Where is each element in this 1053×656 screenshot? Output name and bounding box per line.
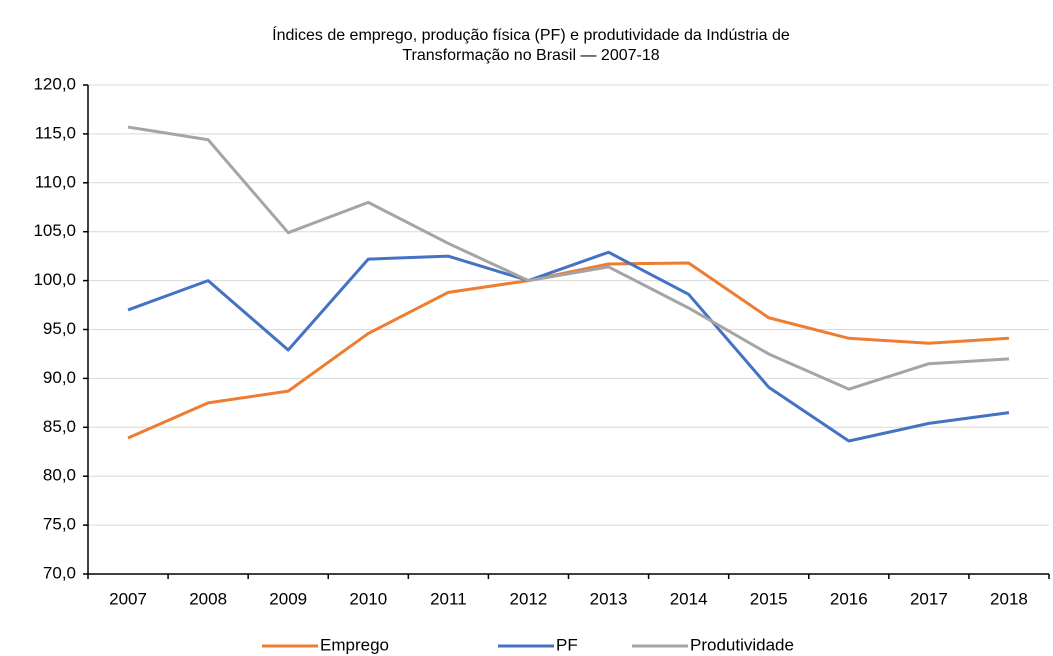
y-tick-label: 100,0 xyxy=(33,270,76,289)
legend-label: Produtividade xyxy=(690,635,794,654)
y-tick-label: 110,0 xyxy=(35,172,76,191)
y-tick-label: 70,0 xyxy=(43,563,76,582)
x-tick-label: 2017 xyxy=(910,589,948,608)
x-tick-label: 2012 xyxy=(510,589,548,608)
x-tick-label: 2010 xyxy=(349,589,387,608)
y-tick-label: 120,0 xyxy=(33,74,76,93)
x-tick-label: 2009 xyxy=(269,589,307,608)
y-tick-label: 105,0 xyxy=(33,221,76,240)
series-line xyxy=(127,125,1010,391)
x-tick-label: 2008 xyxy=(189,589,227,608)
series-line xyxy=(127,250,1010,443)
x-tick-label: 2018 xyxy=(990,589,1028,608)
legend-label: Emprego xyxy=(320,635,389,654)
y-tick-label: 115,0 xyxy=(35,123,76,142)
x-tick-label: 2011 xyxy=(430,589,467,608)
x-tick-label: 2013 xyxy=(590,589,628,608)
series-line xyxy=(127,261,1010,440)
y-tick-label: 80,0 xyxy=(43,466,76,485)
x-tick-label: 2007 xyxy=(109,589,147,608)
y-tick-label: 85,0 xyxy=(43,417,76,436)
legend-label: PF xyxy=(556,635,578,654)
x-tick-label: 2015 xyxy=(750,589,788,608)
x-tick-label: 2016 xyxy=(830,589,868,608)
chart-title: Índices de emprego, produção física (PF)… xyxy=(272,25,790,44)
chart-title: Transformação no Brasil — 2007-18 xyxy=(402,47,659,64)
y-tick-label: 75,0 xyxy=(43,515,76,534)
y-tick-label: 90,0 xyxy=(43,368,76,387)
x-tick-label: 2014 xyxy=(670,589,708,608)
y-tick-label: 95,0 xyxy=(43,319,76,338)
